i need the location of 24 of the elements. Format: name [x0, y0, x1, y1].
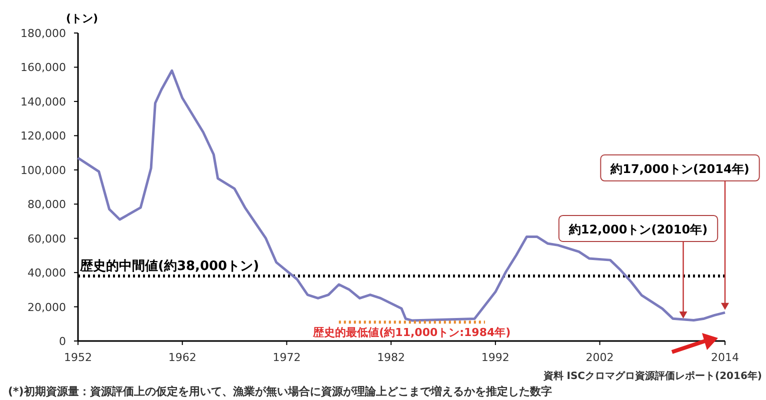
- text: 資料 ISCクロマグロ資源評価レポート(2016年): [542, 370, 762, 382]
- y-tick-label: 180,000: [20, 27, 66, 40]
- y-tick-label: 60,000: [28, 232, 66, 246]
- y-tick-label: 120,000: [20, 130, 66, 143]
- y-tick-label: 160,000: [20, 61, 66, 74]
- y-tick-label: 140,000: [20, 95, 66, 108]
- y-tick-label: 40,000: [28, 266, 66, 280]
- ref-line-label: 歴史的中間値(約38,000トン): [79, 258, 260, 274]
- x-tick-label: 1962: [168, 351, 196, 364]
- y-axis-title: (トン): [66, 12, 98, 25]
- x-tick-label: 1992: [481, 351, 510, 364]
- annotation: 約12,000トン(2010年): [568, 222, 708, 236]
- text: (*)初期資源量：資源評価上の仮定を用いて、漁業が無い場合に資源が理論上どこまで増えるかを推定した数字: [8, 385, 552, 398]
- x-tick-label: 1952: [64, 351, 92, 364]
- y-tick-label: 0: [59, 335, 66, 348]
- x-tick-label: 1982: [377, 351, 406, 364]
- y-tick-label: 20,000: [28, 300, 66, 314]
- y-tick-label: 80,000: [28, 198, 66, 212]
- x-tick-label: 2002: [586, 351, 614, 364]
- x-tick-label: 1972: [272, 351, 301, 364]
- y-tick-label: 100,000: [20, 164, 66, 177]
- annotation: 約17,000トン(2014年): [610, 162, 750, 176]
- x-tick-label: 2014: [711, 351, 739, 364]
- annotation: 歴史的最低値(約11,000トン:1984年): [312, 326, 511, 340]
